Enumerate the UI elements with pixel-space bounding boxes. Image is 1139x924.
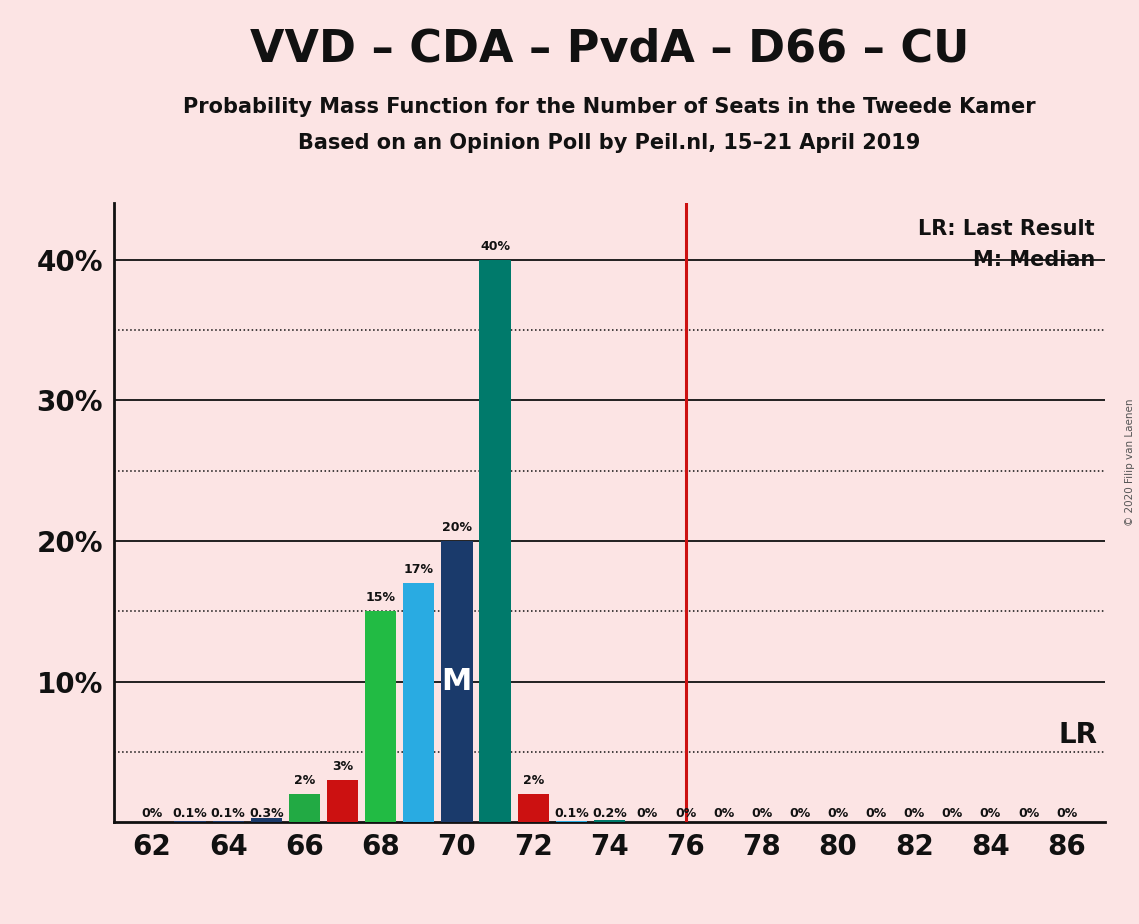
- Text: © 2020 Filip van Laenen: © 2020 Filip van Laenen: [1125, 398, 1134, 526]
- Text: 0%: 0%: [903, 807, 925, 820]
- Bar: [213, 821, 244, 822]
- Text: 0%: 0%: [752, 807, 772, 820]
- Text: 0.2%: 0.2%: [592, 807, 626, 820]
- Bar: [251, 818, 282, 822]
- Text: 0%: 0%: [1056, 807, 1077, 820]
- Text: 0%: 0%: [866, 807, 887, 820]
- Bar: [289, 795, 320, 822]
- Text: 0%: 0%: [1018, 807, 1039, 820]
- Text: 20%: 20%: [442, 521, 472, 534]
- Text: 0.1%: 0.1%: [173, 807, 207, 820]
- Bar: [517, 795, 549, 822]
- Text: Probability Mass Function for the Number of Seats in the Tweede Kamer: Probability Mass Function for the Number…: [183, 97, 1035, 117]
- Bar: [556, 821, 587, 822]
- Text: 0%: 0%: [675, 807, 696, 820]
- Text: VVD – CDA – PvdA – D66 – CU: VVD – CDA – PvdA – D66 – CU: [249, 28, 969, 71]
- Text: Based on an Opinion Poll by Peil.nl, 15–21 April 2019: Based on an Opinion Poll by Peil.nl, 15–…: [298, 133, 920, 153]
- Text: 2%: 2%: [523, 774, 543, 787]
- Text: 40%: 40%: [480, 239, 510, 252]
- Text: 0.1%: 0.1%: [554, 807, 589, 820]
- Text: 2%: 2%: [294, 774, 316, 787]
- Text: 0.3%: 0.3%: [249, 807, 284, 820]
- Text: 3%: 3%: [331, 760, 353, 773]
- Text: 0%: 0%: [980, 807, 1001, 820]
- Bar: [174, 821, 206, 822]
- Text: 0%: 0%: [637, 807, 658, 820]
- Text: 0%: 0%: [713, 807, 735, 820]
- Bar: [366, 612, 396, 822]
- Text: 17%: 17%: [404, 563, 434, 577]
- Bar: [403, 583, 434, 822]
- Text: 0%: 0%: [789, 807, 811, 820]
- Bar: [327, 780, 358, 822]
- Text: M: Median: M: Median: [973, 249, 1095, 270]
- Text: 15%: 15%: [366, 591, 395, 604]
- Text: 0%: 0%: [827, 807, 849, 820]
- Text: 0%: 0%: [942, 807, 962, 820]
- Text: 0.1%: 0.1%: [211, 807, 246, 820]
- Bar: [593, 820, 625, 822]
- Text: LR: LR: [1058, 722, 1097, 749]
- Bar: [480, 260, 510, 822]
- Text: 0%: 0%: [141, 807, 163, 820]
- Text: M: M: [442, 667, 472, 696]
- Bar: [441, 541, 473, 822]
- Text: LR: Last Result: LR: Last Result: [918, 219, 1095, 238]
